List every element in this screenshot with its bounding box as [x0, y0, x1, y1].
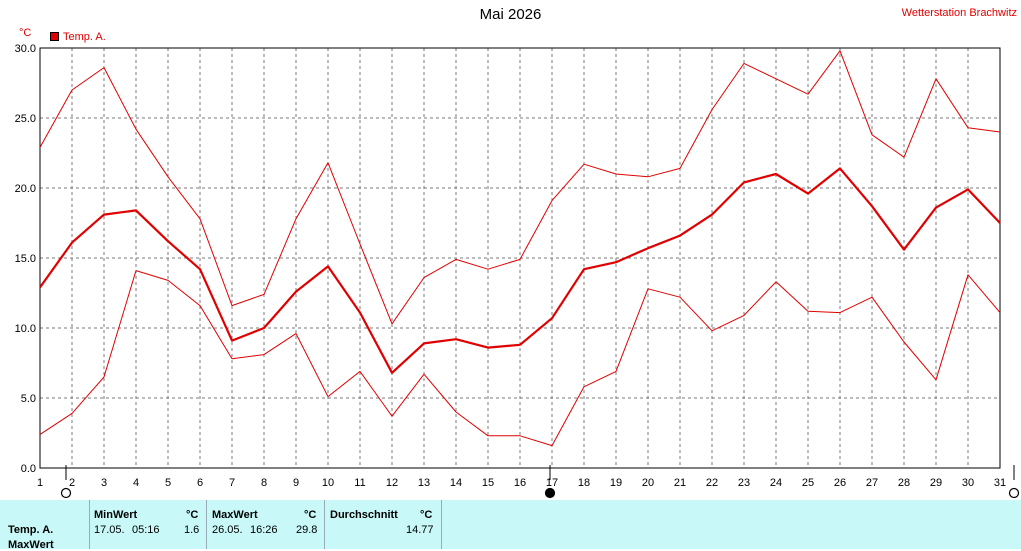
legend-swatch — [50, 32, 59, 41]
min-time: 05:16 — [132, 524, 160, 536]
series-line-mean — [39, 167, 1001, 374]
x-tick-label: 18 — [578, 477, 590, 489]
y-tick-label: 15.0 — [15, 253, 36, 265]
min-header: MinWert — [94, 509, 138, 521]
min-unit: °C — [186, 509, 199, 521]
row-label-2: MaxWert — [8, 539, 54, 551]
x-tick-label: 26 — [834, 477, 846, 489]
x-tick-label: 7 — [229, 477, 235, 489]
x-tick-label: 28 — [898, 477, 910, 489]
max-header: MaxWert — [212, 509, 258, 521]
plot-frame — [39, 47, 1001, 469]
max-time: 16:26 — [250, 524, 278, 536]
y-tick-label: 10.0 — [15, 323, 36, 335]
x-tick-label: 31 — [994, 477, 1006, 489]
page-title: Mai 2026 — [479, 6, 542, 23]
x-tick-label: 21 — [674, 477, 686, 489]
x-tick-label: 11 — [354, 477, 365, 489]
x-tick-label: 6 — [197, 477, 203, 489]
stats-divider — [441, 500, 442, 549]
stats-divider — [89, 500, 90, 549]
x-tick-label: 27 — [866, 477, 878, 489]
x-tick-label: 2 — [69, 477, 75, 489]
x-tick-label: 4 — [133, 477, 139, 489]
y-tick-label: 30.0 — [15, 43, 36, 55]
row-label: Temp. A. — [8, 524, 54, 536]
x-tick-label: 16 — [514, 477, 526, 489]
station-name: Wetterstation Brachwitz — [901, 7, 1017, 19]
x-tick-label: 23 — [738, 477, 750, 489]
x-tick-label: 9 — [293, 477, 299, 489]
avg-header: Durchschnitt — [330, 509, 398, 521]
avg-value: 14.77 — [406, 524, 434, 536]
x-tick-label: 1 — [37, 477, 43, 489]
x-tick-label: 13 — [418, 477, 430, 489]
x-tick-label: 8 — [261, 477, 267, 489]
temperature-chart: 0.05.010.015.020.025.030.01 2 3 4 5 6 7 8 9 10 11 1… — [15, 43, 1020, 499]
x-tick-label: 15 — [482, 477, 494, 489]
y-unit-label: °C — [19, 27, 32, 39]
x-tick-label: 12 — [386, 477, 398, 489]
max-value: 29.8 — [296, 524, 318, 536]
series-line-min — [39, 270, 1001, 447]
period-marker-open — [60, 487, 72, 499]
stats-panel — [0, 500, 1021, 549]
x-tick-label: 5 — [165, 477, 171, 489]
x-tick-label: 10 — [322, 477, 334, 489]
x-tick-label: 17 — [546, 477, 558, 489]
max-unit: °C — [304, 509, 317, 521]
x-tick-label: 19 — [610, 477, 622, 489]
y-tick-label: 5.0 — [21, 393, 36, 405]
series-line-max — [39, 50, 1001, 325]
y-tick-label: 25.0 — [15, 113, 36, 125]
max-date: 26.05. — [212, 524, 243, 536]
x-tick-label: 20 — [642, 477, 654, 489]
min-date: 17.05. — [94, 524, 125, 536]
legend-label: Temp. A. — [63, 31, 106, 43]
x-tick-label: 24 — [770, 477, 782, 489]
y-tick-label: 20.0 — [15, 183, 36, 195]
x-tick-label: 29 — [930, 477, 942, 489]
period-marker-filled — [544, 487, 556, 499]
stats-divider — [324, 500, 325, 549]
x-tick-label: 3 — [101, 477, 107, 489]
x-tick-label: 25 — [802, 477, 814, 489]
x-tick-label: 22 — [706, 477, 718, 489]
period-marker-open — [1008, 487, 1020, 499]
avg-unit: °C — [420, 509, 433, 521]
min-value: 1.6 — [184, 524, 200, 536]
x-tick-label: 14 — [450, 477, 462, 489]
x-tick-label: 30 — [962, 477, 974, 489]
stats-divider — [206, 500, 207, 549]
y-tick-label: 0.0 — [21, 463, 36, 475]
